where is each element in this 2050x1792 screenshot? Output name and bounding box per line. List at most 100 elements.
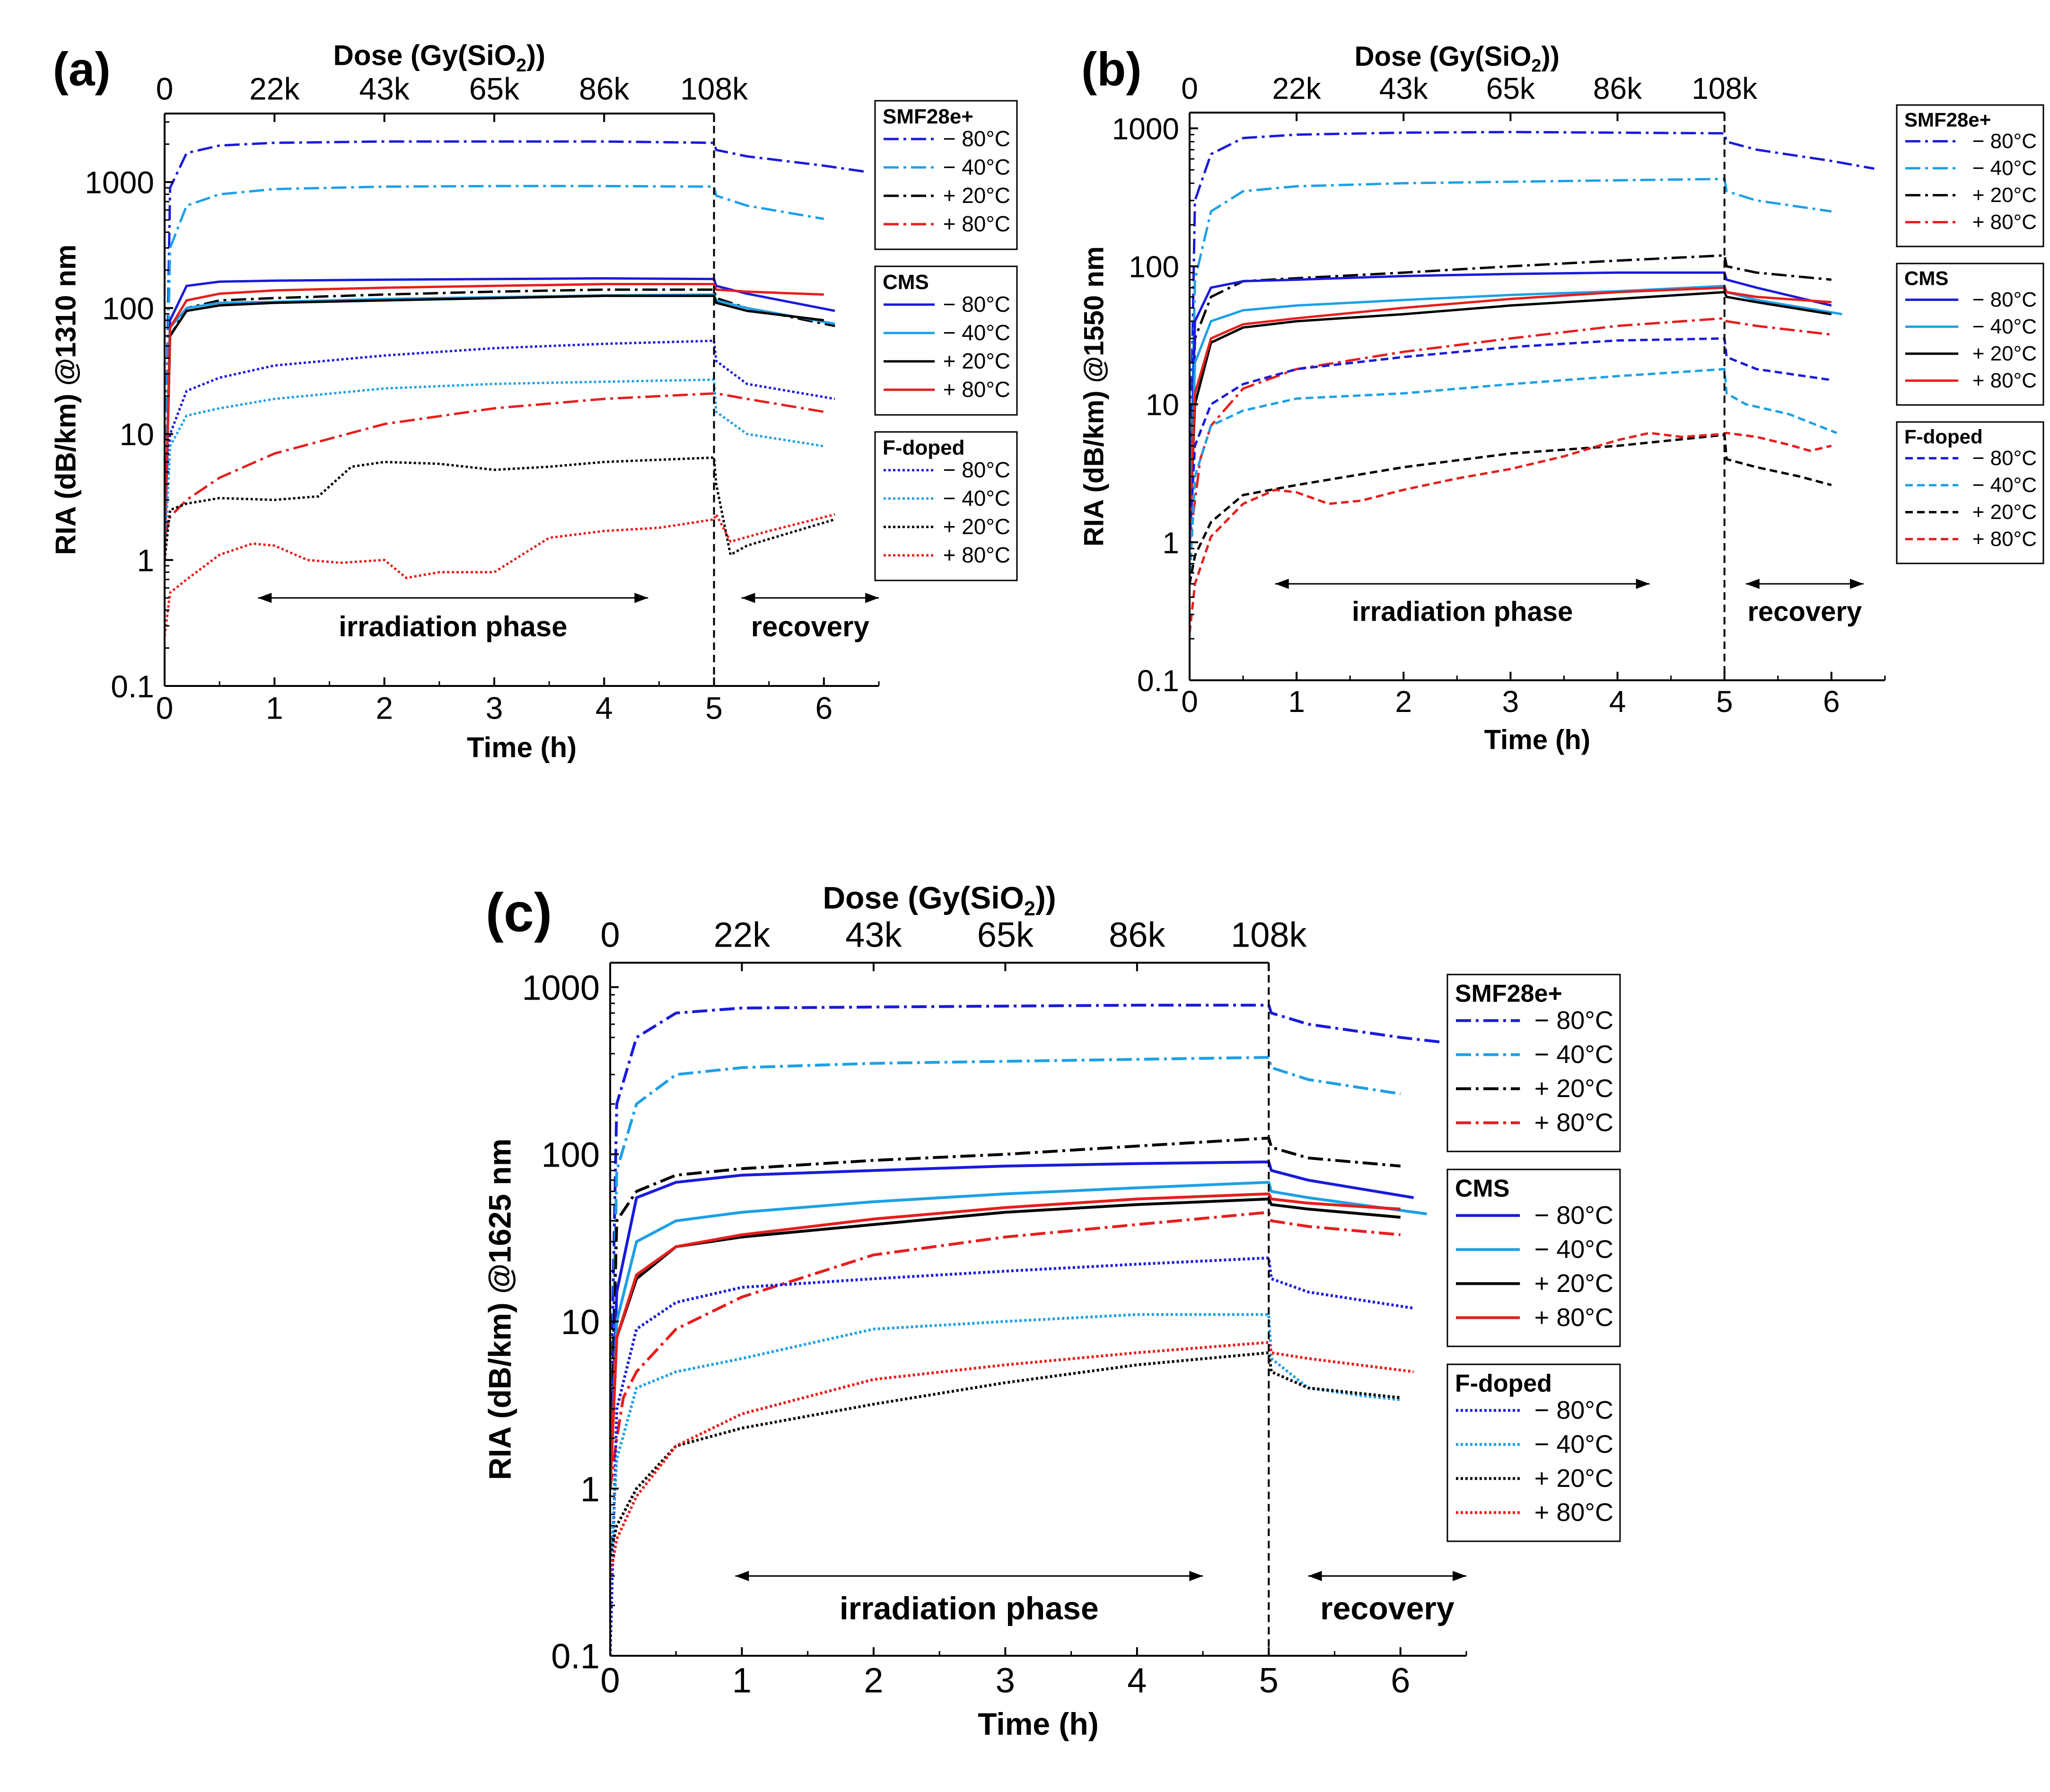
panel-label: (c): [486, 882, 552, 943]
top-tick-label: 0: [1181, 71, 1198, 105]
legend-entry: − 40°C: [1972, 157, 2037, 180]
panel-label: (b): [1081, 43, 1142, 96]
legend-entry: + 80°C: [1534, 1498, 1613, 1527]
legend-title: F-doped: [883, 436, 965, 459]
series-line-a-10: [165, 456, 835, 560]
top-tick-label: 22k: [249, 71, 300, 106]
x-tick-label: 1: [1288, 685, 1305, 719]
top-axis-label-main: Dose (Gy(SiO: [1355, 41, 1532, 72]
legend-group-2: F-doped− 80°C − 40°C + 20°C + 80°C: [1446, 1363, 1621, 1542]
top-axis-label-end: )): [1541, 41, 1559, 72]
x-tick-label: 6: [1391, 1661, 1410, 1700]
chart-panel-b: 0 1 2 3 4 5 6 0 22k 43k 65k 86k 108k 0.1 1 10 100 1000 Tim…: [1078, 41, 2044, 755]
legend-entry: + 20°C: [1972, 184, 2037, 207]
series-line-a-7: [165, 283, 824, 560]
x-tick-label: 3: [1502, 685, 1519, 719]
irradiation-arrow-head-right: [634, 593, 648, 603]
series-group: [1190, 131, 1875, 633]
legend-entry: − 80°C: [1972, 288, 2037, 311]
top-axis-label-end: )): [1035, 880, 1056, 915]
legend-title: SMF28e+: [1904, 109, 1991, 131]
legend-group-0: SMF28e+− 80°C − 40°C + 20°C + 80°C: [1896, 104, 2044, 247]
irradiation-phase-label: irradiation phase: [840, 1590, 1099, 1626]
series-line-c-5: [610, 1181, 1427, 1489]
legend-entry: + 20°C: [943, 349, 1010, 373]
legend-entry: − 40°C: [1534, 1430, 1613, 1458]
series-line-b-5: [1190, 285, 1842, 543]
y-tick-label: 100: [102, 291, 154, 326]
top-tick-label: 0: [600, 915, 620, 955]
legend-entry: + 80°C: [1972, 211, 2037, 234]
series-line-a-5: [165, 293, 835, 560]
legend-entry: + 20°C: [1534, 1074, 1613, 1103]
y-tick-label: 100: [1129, 250, 1179, 284]
series-line-c-3: [610, 1211, 1401, 1489]
series-line-c-2: [610, 1136, 1401, 1489]
legend-entry: + 80°C: [943, 543, 1010, 567]
series-line-b-7: [1190, 286, 1832, 543]
irradiation-arrow-head-left: [1275, 579, 1289, 589]
x-tick-label: 1: [266, 690, 283, 725]
top-tick-label: 43k: [359, 71, 410, 106]
top-axis-label-main: Dose (Gy(SiO: [333, 40, 517, 71]
legend-entry: − 40°C: [943, 320, 1010, 345]
recovery-arrow-head-right: [1453, 1571, 1466, 1581]
series-line-a-4: [165, 277, 835, 560]
legend-entry: + 20°C: [943, 183, 1010, 208]
legend-title: CMS: [883, 271, 929, 294]
recovery-label: recovery: [1747, 596, 1862, 627]
series-line-a-2: [165, 288, 835, 560]
series-line-c-7: [610, 1192, 1401, 1489]
series-line-a-3: [165, 392, 824, 538]
legend-box: [1896, 104, 2044, 247]
top-axis-label-main: Dose (Gy(SiO: [823, 880, 1024, 915]
recovery-arrow-head-left: [1746, 579, 1760, 589]
series-line-b-2: [1190, 254, 1832, 543]
legend-entry: + 20°C: [1534, 1464, 1613, 1493]
series-line-a-11: [165, 513, 835, 636]
top-tick-label: 43k: [1379, 71, 1428, 105]
legend-entry: + 20°C: [1972, 342, 2037, 365]
x-tick-label: 6: [815, 690, 832, 725]
top-tick-label: 108k: [680, 71, 748, 106]
x-tick-label: 6: [1823, 685, 1840, 719]
x-tick-label: 2: [376, 690, 393, 725]
legend-entry: − 80°C: [1972, 130, 2037, 153]
legend-entry: − 80°C: [1972, 447, 2037, 470]
x-axis-label: Time (h): [467, 731, 577, 763]
y-tick-label: 0.1: [551, 1637, 600, 1676]
chart-panel-a: 0 1 2 3 4 5 6 0 22k 43k 65k 86k 108k 0.1 1 10 100 1000 Tim…: [50, 40, 1018, 763]
legend-entry: + 80°C: [943, 377, 1010, 402]
series-line-a-6: [165, 294, 824, 560]
top-tick-label: 108k: [1231, 915, 1307, 955]
legend-group-1: CMS − 80°C − 40°C + 20°C + 80°C: [1446, 1168, 1621, 1347]
series-line-c-0: [610, 1003, 1440, 1439]
x-tick-label: 3: [996, 1661, 1015, 1700]
x-tick-label: 4: [1609, 685, 1626, 719]
recovery-arrow-head-right: [1849, 579, 1864, 589]
irradiation-arrow-head-left: [735, 1571, 749, 1581]
series-line-b-4: [1190, 271, 1832, 543]
legend-group-0: SMF28e+− 80°C − 40°C + 20°C + 80°C: [874, 100, 1018, 250]
y-tick-label: 1000: [85, 165, 154, 200]
x-tick-label: 5: [705, 690, 723, 725]
legend-entry: − 80°C: [943, 126, 1010, 151]
top-tick-label: 65k: [977, 915, 1034, 955]
x-tick-label: 5: [1259, 1661, 1279, 1700]
series-group: [610, 1003, 1440, 1656]
series-line-b-11: [1190, 431, 1832, 633]
y-axis-label: RIA (dB/km) @1625 nm: [482, 1138, 517, 1480]
legend-title: CMS: [1904, 267, 1948, 290]
legend-title: F-doped: [1455, 1370, 1552, 1397]
top-tick-label: 22k: [714, 915, 771, 955]
x-tick-label: 3: [486, 690, 503, 725]
recovery-label: recovery: [1320, 1590, 1454, 1626]
series-line-a-1: [165, 184, 824, 522]
x-tick-label: 0: [156, 690, 174, 725]
series-line-c-11: [610, 1341, 1414, 1576]
top-tick-label: 22k: [1272, 71, 1322, 105]
y-axis-label: RIA (dB/km) @1550 nm: [1078, 246, 1109, 547]
legend-group-2: F-doped− 80°C − 40°C + 20°C + 80°C: [1896, 421, 2044, 564]
y-tick-label: 1: [580, 1469, 600, 1509]
top-tick-label: 65k: [1486, 71, 1535, 105]
